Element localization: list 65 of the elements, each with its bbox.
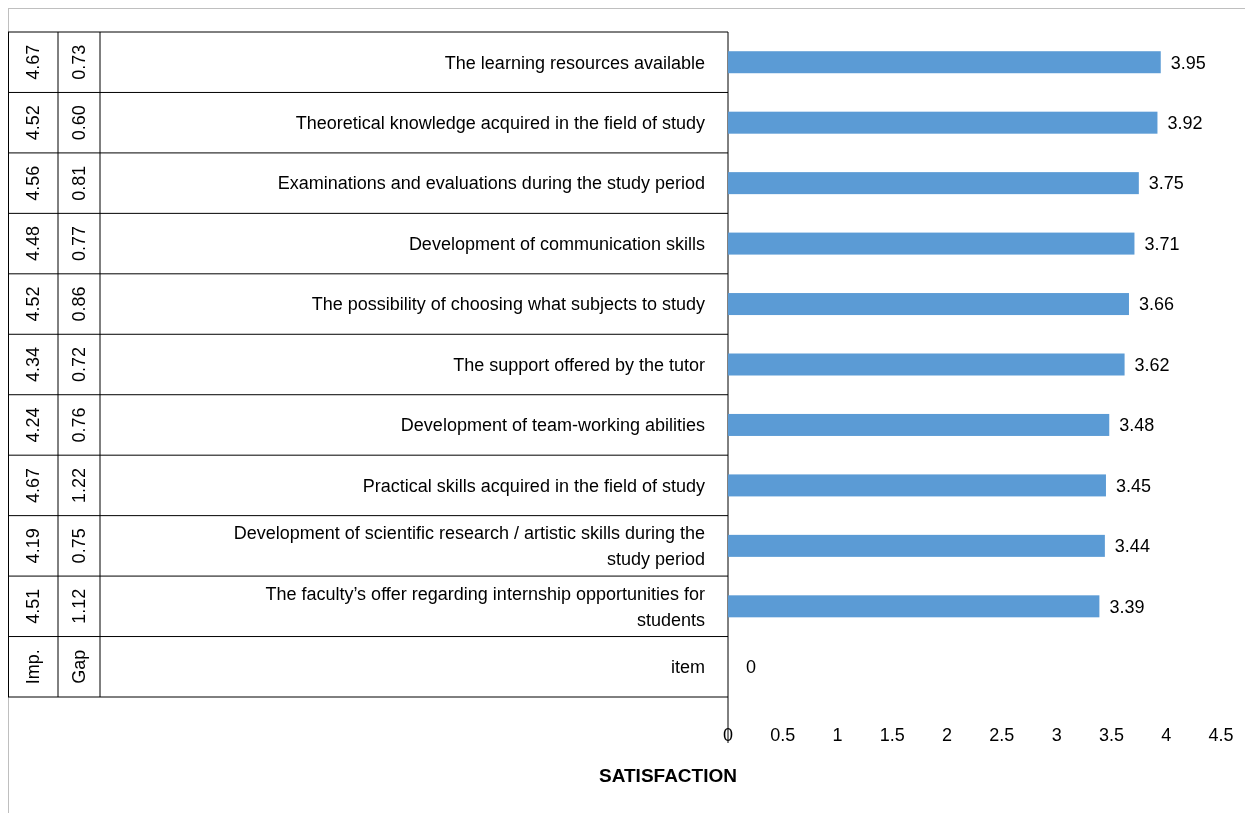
bar [728,474,1106,497]
bar [728,172,1139,195]
data-label: 0 [746,657,757,678]
bar [728,595,1100,618]
text: 0.72 [69,346,90,383]
x-tick-label: 0.5 [770,725,796,746]
text: 4.52 [23,105,44,141]
bar [728,232,1135,255]
x-tick-label: 1 [832,725,843,746]
bar [728,413,1110,436]
y-tick-label: Examinations and evaluations during the study period [277,173,705,194]
x-tick-label: 2.5 [989,725,1015,746]
y-tick-label: Practical skills acquired in the field of study [362,475,705,496]
y-tick-label: The learning resources available [444,52,705,73]
text: 0.75 [69,528,90,564]
y-tick-label: Development of communication skills [408,233,705,254]
y-tick-label: Development of team-working abilities [400,415,705,436]
text: 1.22 [69,467,90,503]
data-label: 3.44 [1114,536,1150,557]
data-label: 3.45 [1115,475,1152,496]
y-tick-label: The faculty’s offer regarding internship opportunities for students [265,583,705,630]
text: 4.56 [23,165,44,201]
data-label: 3.39 [1109,596,1145,617]
x-tick-label: 4.5 [1208,725,1234,746]
y-tick-label: The support offered by the tutor [453,354,705,375]
text: 4.48 [23,226,44,262]
text: 0.60 [69,105,90,141]
text: 4.52 [23,286,44,322]
data-label: 3.66 [1138,294,1175,315]
text: Gap [69,649,90,684]
text: 4.51 [23,588,44,624]
text: 1.12 [69,588,90,624]
data-label: 3.71 [1144,233,1180,254]
y-tick-label: item [670,657,705,678]
text: 0.77 [69,226,90,262]
text: 0.86 [69,286,90,322]
data-label: 3.92 [1167,112,1203,133]
text: 0.73 [69,44,90,80]
x-tick-label: 3.5 [1098,725,1124,746]
text: 0.81 [69,165,90,201]
y-tick-label: Theoretical knowledge acquired in the field of study [295,112,705,133]
bar [728,111,1158,134]
text: 4.67 [23,44,44,80]
bar [728,293,1129,316]
text: 4.34 [23,346,44,383]
bar [728,534,1105,557]
x-axis-title: SATISFACTION [599,765,737,786]
text: Imp. [23,649,44,685]
data-label: 3.48 [1119,415,1155,436]
y-tick-label: Development of scientific research / artistic skills during the study period [233,523,705,570]
bar [728,353,1125,376]
x-tick-label: 2 [942,725,953,746]
y-tick-label: The possibility of choosing what subjects to study [311,294,705,315]
x-tick-label: 3 [1051,725,1062,746]
data-label: 3.75 [1148,173,1184,194]
text: 0.76 [69,407,90,443]
data-label: 3.95 [1170,52,1206,73]
text: 4.67 [23,467,44,503]
text: 4.19 [23,528,44,564]
x-tick-label: 4 [1161,725,1172,746]
bar [728,51,1161,74]
text: 4.24 [23,407,44,443]
x-tick-label: 0 [722,725,734,746]
data-label: 3.62 [1134,354,1170,375]
x-tick-label: 1.5 [879,725,905,746]
